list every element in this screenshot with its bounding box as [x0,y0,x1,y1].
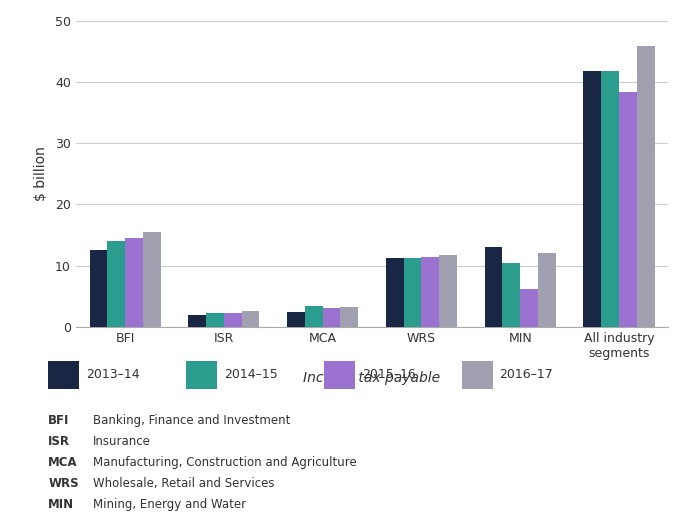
Text: BFI: BFI [48,414,70,427]
FancyBboxPatch shape [324,361,355,389]
Text: Wholesale, Retail and Services: Wholesale, Retail and Services [93,476,274,489]
Bar [188,315,206,327]
Bar [601,71,619,327]
Text: ISR: ISR [48,435,70,448]
Text: Mining, Energy and Water: Mining, Energy and Water [93,498,246,511]
Bar [484,248,502,327]
Bar [619,92,637,327]
Bar [502,263,520,327]
Bar [422,257,439,327]
FancyBboxPatch shape [48,361,79,389]
Y-axis label: $ billion: $ billion [34,146,48,201]
FancyBboxPatch shape [462,361,493,389]
Bar [107,241,125,327]
Text: Manufacturing, Construction and Agriculture: Manufacturing, Construction and Agricult… [93,456,357,469]
Text: 2013–14: 2013–14 [86,368,140,381]
Bar [305,306,322,327]
Bar [386,258,404,327]
Bar [637,47,655,327]
Text: MCA: MCA [48,456,78,469]
Bar [322,308,340,327]
Bar [538,253,556,327]
Text: 2015–16: 2015–16 [362,368,415,381]
Bar [125,238,143,327]
Text: 2014–15: 2014–15 [224,368,278,381]
FancyBboxPatch shape [186,361,217,389]
Text: MIN: MIN [48,498,74,511]
Text: Insurance: Insurance [93,435,151,448]
Bar [143,232,161,327]
Bar [224,313,242,327]
Bar [206,313,224,327]
Bar [520,289,538,327]
Bar [340,307,358,327]
Bar [584,71,601,327]
Text: WRS: WRS [48,476,79,489]
Bar [242,311,260,327]
Bar [90,251,107,327]
Text: Banking, Finance and Investment: Banking, Finance and Investment [93,414,290,427]
Bar [404,258,422,327]
Text: 2016–17: 2016–17 [500,368,553,381]
Bar [439,255,457,327]
Bar [287,311,305,327]
X-axis label: Income tax payable: Income tax payable [303,371,441,385]
